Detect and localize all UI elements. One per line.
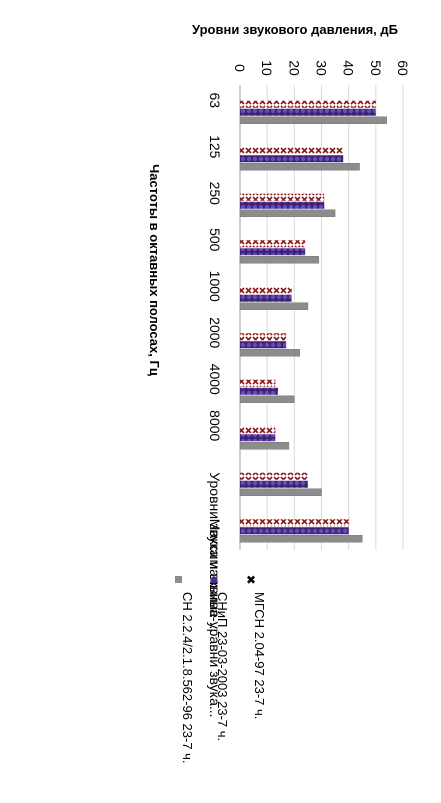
category-label: 2000 bbox=[207, 317, 223, 348]
bar-500-s2 bbox=[240, 248, 306, 256]
bar-8000-s2 bbox=[240, 434, 276, 442]
grid-lines bbox=[239, 85, 404, 550]
bar-4000-s2 bbox=[240, 387, 279, 395]
bar-125-s3 bbox=[239, 163, 360, 171]
legend: ✖ МГСН 2.04-97 23-7 ч. СНиП 23-03-2003 23-… bbox=[175, 573, 267, 764]
legend-item-2: СНиП 23-03-2003 23-7 ч. bbox=[210, 576, 230, 741]
bar-2000-s3 bbox=[239, 349, 301, 357]
category-label: 125 bbox=[207, 135, 223, 159]
value-tick-label: 60 bbox=[395, 60, 411, 76]
bar-250-s1 bbox=[240, 193, 325, 201]
value-tick-label: 0 bbox=[232, 64, 248, 72]
bar-уровни-звука-и-эквива-s2 bbox=[240, 480, 308, 488]
category-label: 63 bbox=[207, 92, 223, 108]
bar-1000-s2 bbox=[240, 294, 292, 302]
legend-marker-dot-icon bbox=[210, 576, 218, 584]
category-label: 8000 bbox=[207, 410, 223, 441]
bar-500-s3 bbox=[239, 256, 320, 264]
legend-label: МГСН 2.04-97 23-7 ч. bbox=[252, 592, 267, 719]
category-label: 500 bbox=[207, 228, 223, 252]
x-axis-title: Частоты в октавных полосах, Гц bbox=[147, 164, 162, 376]
bar-4000-s3 bbox=[239, 395, 295, 403]
bar-уровни-звука-и-эквива-s3 bbox=[239, 488, 322, 496]
value-tick-label: 50 bbox=[368, 60, 384, 76]
category-label: 4000 bbox=[207, 364, 223, 395]
legend-marker-x-icon: ✖ bbox=[246, 573, 256, 587]
y-axis-title: Уровни звукового давления, дБ bbox=[192, 22, 398, 37]
category-label: Максимальные уравни звука... bbox=[207, 519, 223, 718]
value-tick-label: 40 bbox=[341, 60, 357, 76]
value-tick-label: 10 bbox=[259, 60, 275, 76]
bar-63-s3 bbox=[239, 116, 387, 124]
legend-marker-square-icon bbox=[175, 576, 182, 583]
category-labels: 63 125 250 500 1000 2000 4000 8000 Уровни звука … bbox=[207, 92, 223, 717]
bar-1000-s1 bbox=[240, 286, 292, 294]
bar-125-s1 bbox=[240, 147, 344, 155]
bar-125-s2 bbox=[240, 155, 344, 163]
value-tick-label: 30 bbox=[314, 60, 330, 76]
bar-8000-s1 bbox=[240, 426, 276, 434]
bar-4000-s1 bbox=[240, 379, 276, 387]
bar-2000-s1 bbox=[240, 333, 287, 341]
legend-item-3: СН 2.2.4/2.1.8.562-96 23-7 ч. bbox=[175, 576, 195, 764]
category-label: 1000 bbox=[207, 271, 223, 302]
bar-1000-s3 bbox=[239, 302, 309, 310]
legend-label: СНиП 23-03-2003 23-7 ч. bbox=[215, 592, 230, 741]
bar-8000-s3 bbox=[239, 442, 290, 450]
bar-максимальные-уравни-звука-s2 bbox=[240, 527, 349, 535]
bar-500-s1 bbox=[240, 240, 306, 248]
value-tick-label: 20 bbox=[286, 60, 302, 76]
bar-уровни-звука-и-эквива-s1 bbox=[240, 472, 308, 480]
bar-63-s2 bbox=[240, 108, 376, 116]
legend-label: СН 2.2.4/2.1.8.562-96 23-7 ч. bbox=[180, 592, 195, 764]
category-label: 250 bbox=[207, 182, 223, 206]
bar-максимальные-уравни-звука-s3 bbox=[239, 535, 363, 543]
legend-item-1: ✖ МГСН 2.04-97 23-7 ч. bbox=[246, 573, 267, 719]
bar-250-s2 bbox=[240, 201, 325, 209]
bars bbox=[239, 100, 387, 543]
category-label: Уровни звука и эквива-... bbox=[207, 472, 223, 633]
bar-максимальные-уравни-звука-s1 bbox=[240, 519, 349, 527]
bar-2000-s2 bbox=[240, 341, 287, 349]
bar-250-s3 bbox=[239, 209, 336, 217]
bar-63-s1 bbox=[240, 100, 376, 108]
value-ticks: 0 10 20 30 40 50 60 bbox=[232, 60, 411, 76]
